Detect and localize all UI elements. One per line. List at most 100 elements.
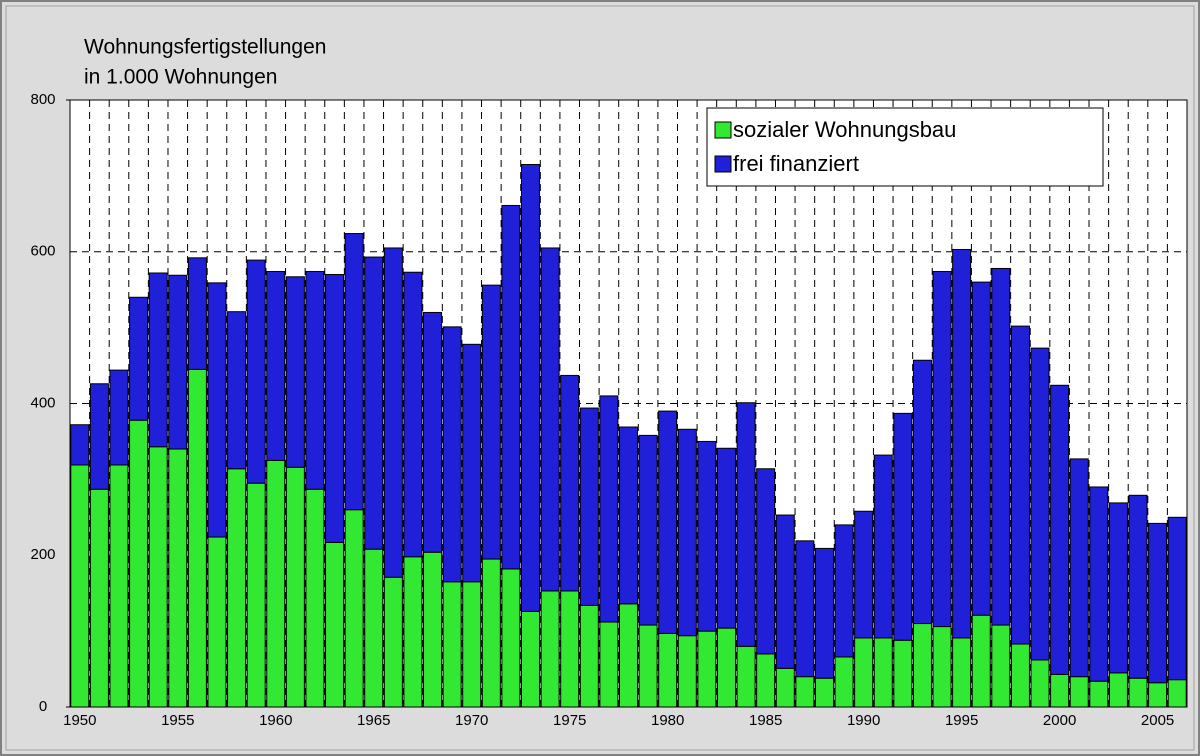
x-tick-label: 1990	[847, 712, 880, 729]
bar	[873, 454, 893, 639]
bar	[736, 645, 756, 708]
bar	[854, 637, 874, 708]
bar	[364, 548, 384, 708]
bar	[70, 464, 90, 708]
y-tick-label: 0	[39, 698, 47, 715]
x-tick-label: 1980	[651, 712, 684, 729]
bar	[364, 256, 384, 550]
bar	[991, 624, 1011, 708]
bar	[1128, 677, 1148, 708]
y-tick-label: 800	[30, 91, 55, 108]
bar	[1089, 486, 1109, 682]
bar	[423, 551, 443, 708]
bar	[285, 276, 305, 468]
y-tick-label: 200	[30, 546, 55, 563]
bar	[932, 626, 952, 708]
legend-label: sozialer Wohnungsbau	[733, 117, 956, 142]
x-tick-label: 1955	[161, 712, 194, 729]
bar	[952, 637, 972, 708]
grid	[66, 99, 1187, 708]
bar	[579, 407, 599, 606]
bar	[658, 410, 678, 634]
bar	[854, 510, 874, 639]
bar	[442, 326, 462, 583]
bar	[716, 627, 736, 708]
frame-inner	[5, 5, 1195, 751]
bar	[481, 284, 501, 560]
bar	[579, 604, 599, 708]
bar	[952, 248, 972, 639]
bar	[1167, 516, 1187, 681]
bar	[285, 466, 305, 708]
x-tick-label: 2005	[1141, 712, 1174, 729]
bar	[1030, 659, 1050, 708]
bar	[129, 419, 149, 708]
bar	[305, 488, 325, 708]
chart-title: Wohnungsfertigstellungen	[84, 36, 326, 59]
bar	[305, 270, 325, 490]
bar	[560, 374, 580, 592]
bar	[814, 547, 834, 679]
x-tick-label: 1995	[945, 712, 978, 729]
bar	[991, 267, 1011, 626]
bar	[227, 311, 247, 470]
bar	[403, 271, 423, 558]
bar	[89, 383, 109, 490]
x-tick-label: 1985	[749, 712, 782, 729]
bar	[618, 603, 639, 708]
bar	[187, 257, 207, 370]
bar	[893, 412, 913, 641]
bar	[462, 581, 482, 708]
bar	[1108, 502, 1128, 674]
bar	[736, 402, 756, 647]
bar	[246, 259, 266, 484]
bar	[462, 343, 482, 583]
bar	[893, 639, 913, 708]
bar	[1010, 643, 1030, 708]
bar	[1050, 384, 1070, 675]
legend-label: frei finanziert	[733, 151, 859, 176]
bar	[168, 274, 188, 450]
bar	[677, 428, 697, 637]
x-tick-label: 2000	[1043, 712, 1076, 729]
axes: 0 200 400 600 800 1950 1955 1960 1965 1970 1975 198…	[30, 91, 1174, 729]
bar	[716, 447, 736, 629]
bar	[344, 233, 364, 511]
bar	[775, 667, 795, 708]
bar	[168, 448, 188, 708]
bar	[501, 568, 521, 708]
bar	[227, 468, 247, 708]
bar	[1050, 673, 1070, 708]
y-tick-label: 600	[30, 243, 55, 260]
bar	[383, 247, 403, 578]
bar	[834, 524, 854, 658]
bar	[266, 270, 286, 461]
bar	[481, 558, 501, 708]
bar	[814, 677, 834, 708]
bar	[70, 424, 90, 466]
bar	[325, 541, 345, 708]
bar	[109, 369, 129, 466]
bar	[521, 610, 541, 708]
legend-box	[706, 107, 1104, 187]
chart-subtitle: in 1.000 Wohnungen	[84, 66, 277, 89]
bar	[187, 368, 207, 708]
bar	[109, 464, 129, 708]
bar	[932, 270, 952, 628]
bar	[325, 274, 345, 543]
bar	[540, 247, 560, 592]
bar	[1030, 347, 1050, 661]
bar	[1108, 672, 1128, 708]
y-tick-label: 400	[30, 394, 55, 411]
bar	[148, 272, 168, 448]
bar	[912, 623, 932, 708]
bar	[207, 536, 227, 708]
bar	[795, 676, 815, 708]
bar	[442, 581, 462, 708]
legend: sozialer Wohnungsbau frei finanziert	[706, 107, 1104, 187]
bar	[912, 359, 932, 625]
legend-swatch	[714, 155, 732, 173]
bar	[638, 434, 658, 626]
bar	[246, 482, 266, 708]
bar	[207, 282, 227, 538]
